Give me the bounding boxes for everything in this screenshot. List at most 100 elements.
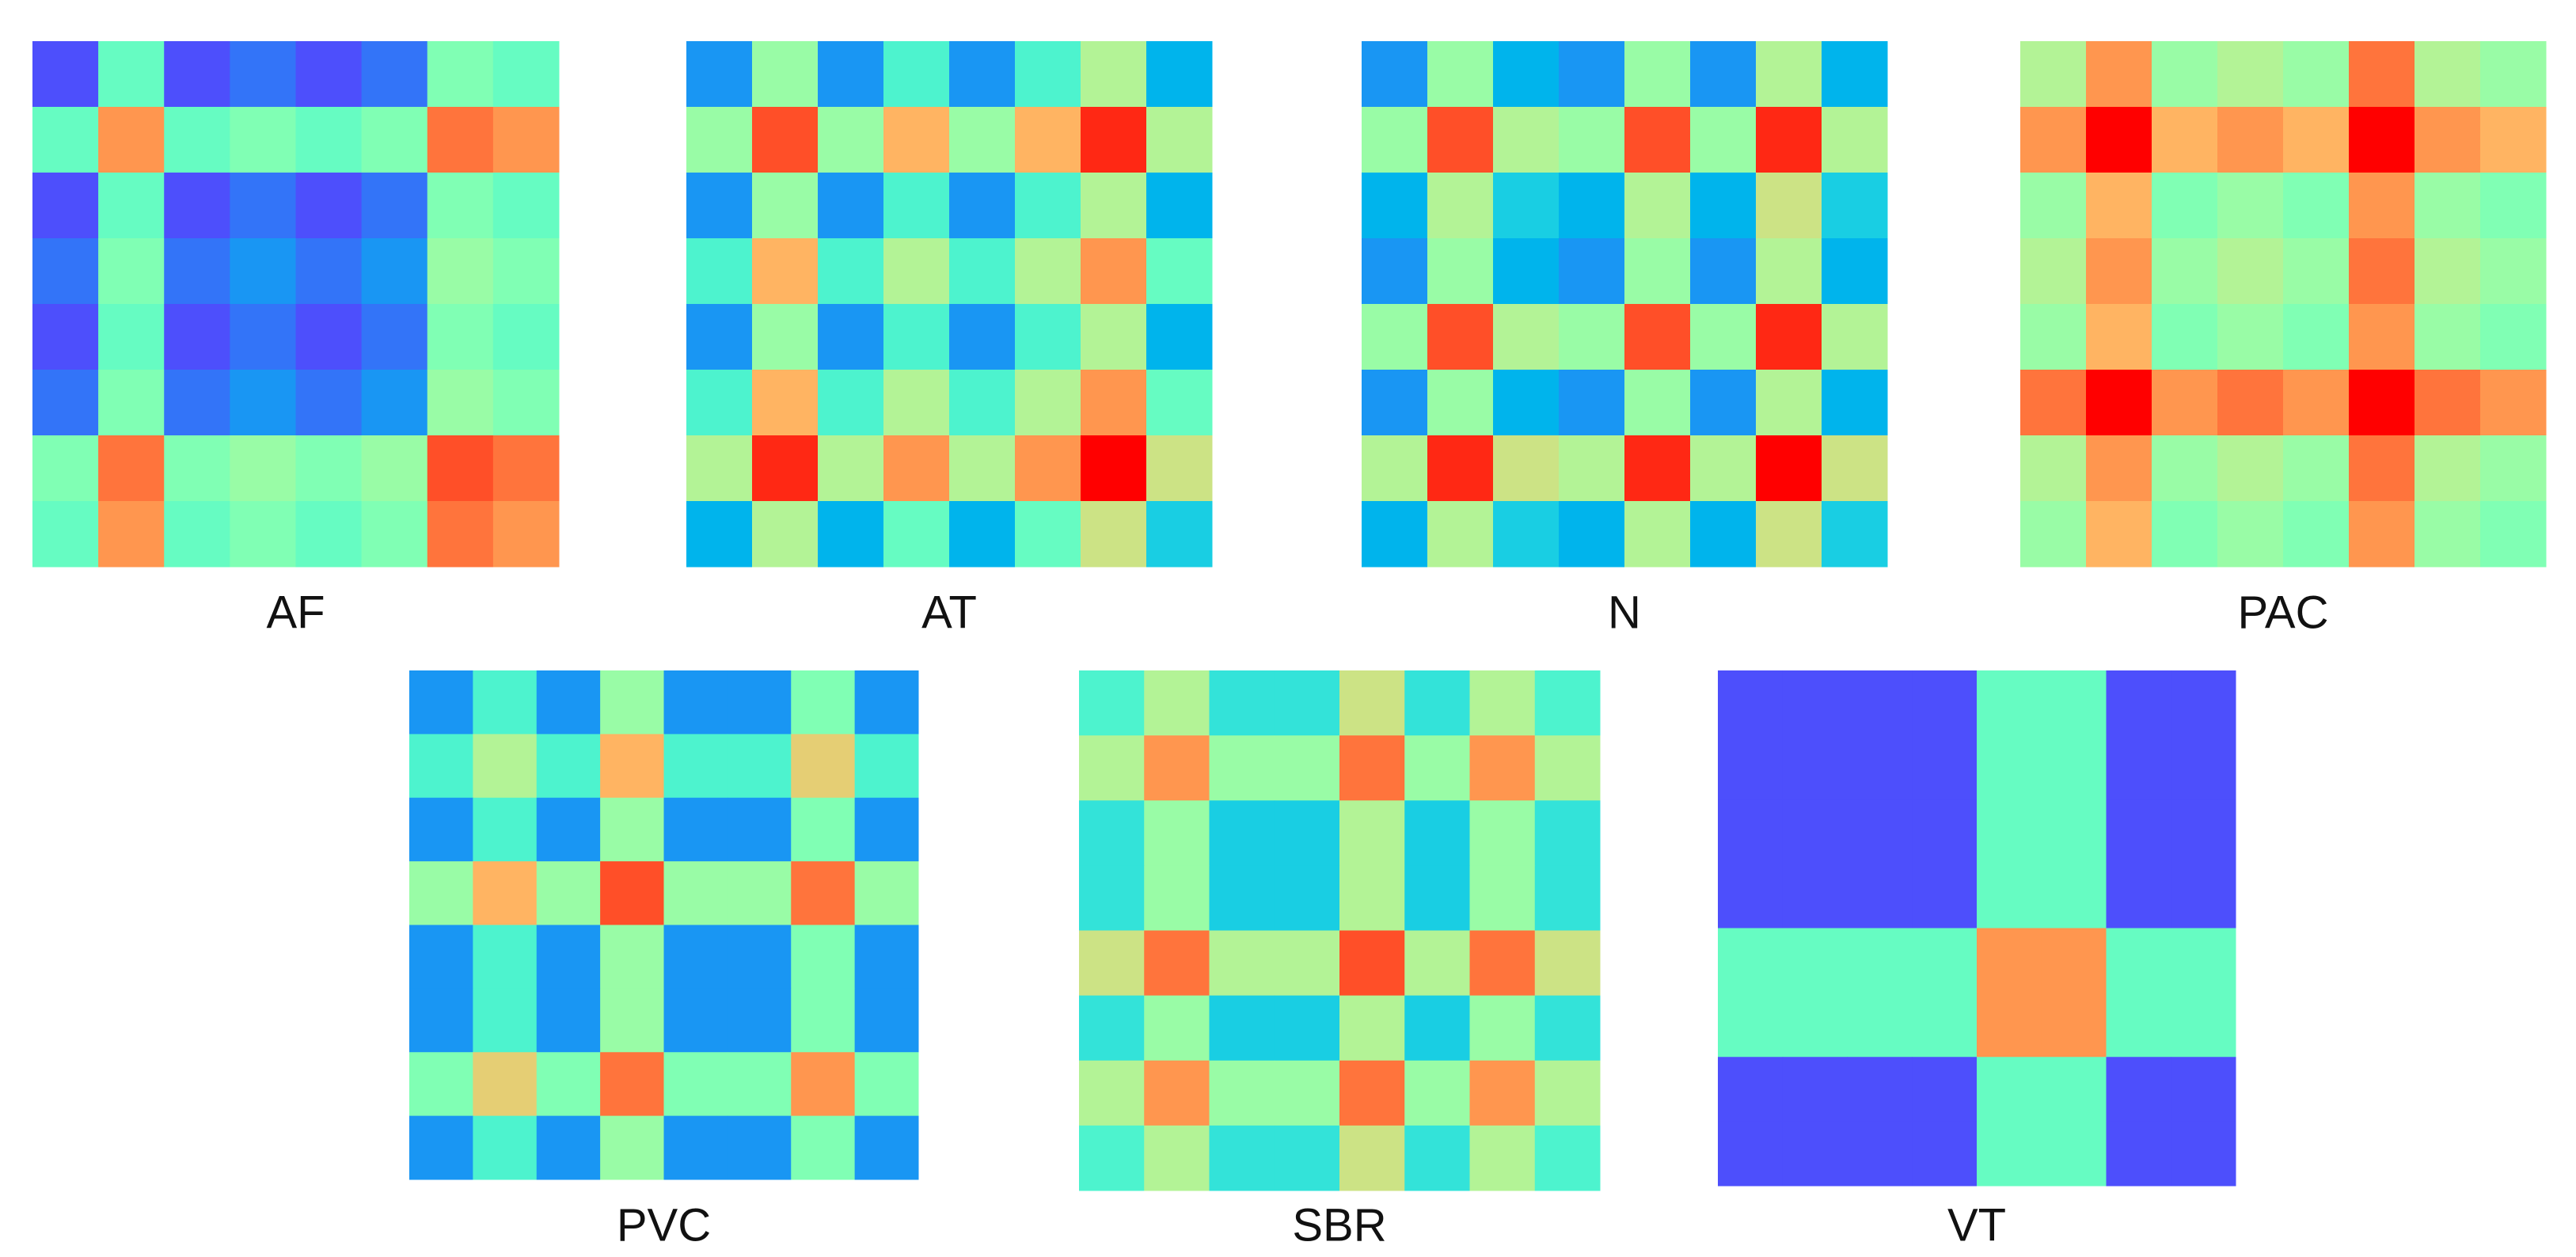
heatmap-cell xyxy=(1404,1060,1470,1126)
heatmap-cell xyxy=(2415,107,2481,173)
heatmap-cell xyxy=(663,797,728,862)
heatmap-cell xyxy=(2152,304,2218,370)
heatmap-cell xyxy=(1274,735,1340,801)
heatmap-cell xyxy=(164,238,230,305)
heatmap-cell xyxy=(1209,800,1275,866)
heatmap-cell xyxy=(1782,992,1848,1058)
heatmap-cell xyxy=(98,107,165,173)
heatmap-cell xyxy=(2020,435,2087,502)
heatmap-cell xyxy=(2152,173,2218,239)
heatmap-cell xyxy=(1756,107,1822,173)
heatmap-cell xyxy=(854,1115,919,1180)
heatmap-cell xyxy=(1015,173,1081,239)
heatmap-cell xyxy=(1559,107,1625,173)
heatmap-panel: PAC xyxy=(2020,41,2547,638)
heatmap-cell xyxy=(686,435,753,502)
heatmap-cell xyxy=(473,988,538,1053)
heatmap-cell xyxy=(1977,670,2042,735)
heatmap-cell xyxy=(536,670,601,735)
heatmap-cell xyxy=(883,107,950,173)
heatmap-cell xyxy=(1822,370,1888,436)
heatmap-cell xyxy=(854,1052,919,1117)
heatmap-cell xyxy=(164,435,230,502)
heatmap-cell xyxy=(752,304,819,370)
heatmap-cell xyxy=(32,435,99,502)
heatmap-cell xyxy=(98,173,165,239)
heatmap-cell xyxy=(536,734,601,799)
heatmap-cell xyxy=(492,501,560,568)
heatmap-cell xyxy=(752,41,819,108)
heatmap-cell xyxy=(2106,864,2171,929)
heatmap-cell xyxy=(1209,1060,1275,1126)
heatmap-cell xyxy=(686,107,753,173)
heatmap-cell xyxy=(1081,370,1147,436)
panel-label: AT xyxy=(921,587,977,638)
heatmap-cell xyxy=(1274,800,1340,866)
heatmap-cell xyxy=(2020,238,2087,305)
heatmap-cell xyxy=(1339,1060,1405,1126)
heatmap-cell xyxy=(2171,670,2236,735)
heatmap-cell xyxy=(2480,173,2547,239)
heatmap-cell xyxy=(2041,799,2107,864)
heatmap-cell xyxy=(2106,992,2171,1058)
heatmap-cell xyxy=(1493,501,1560,568)
heatmap-cell xyxy=(2415,370,2481,436)
heatmap-cell xyxy=(427,41,494,108)
heatmap-cell xyxy=(1209,995,1275,1061)
heatmap-cell xyxy=(1977,1121,2042,1187)
heatmap-cell xyxy=(473,1115,538,1180)
heatmap-cell xyxy=(663,988,728,1053)
heatmap-cell xyxy=(2171,799,2236,864)
heatmap-cell xyxy=(361,501,428,568)
heatmap-cell xyxy=(1274,995,1340,1061)
heatmap-cell xyxy=(1079,735,1145,801)
heatmap-cell xyxy=(2480,238,2547,305)
heatmap-cell xyxy=(1847,864,1913,929)
heatmap-cell xyxy=(1081,173,1147,239)
heatmap-cell xyxy=(818,173,884,239)
heatmap-cell xyxy=(1782,928,1848,993)
heatmap-cell xyxy=(295,238,363,305)
heatmap-cell xyxy=(1912,1057,1978,1122)
heatmap-cell xyxy=(1469,930,1536,997)
heatmap-cell xyxy=(949,107,1016,173)
heatmap-cell xyxy=(536,1052,601,1117)
heatmap-cell xyxy=(295,41,363,108)
heatmap-cell xyxy=(427,435,494,502)
heatmap-cell xyxy=(1977,799,2042,864)
heatmap-cell xyxy=(2480,41,2547,108)
heatmap-cell xyxy=(1977,735,2042,800)
heatmap-cell xyxy=(1404,995,1470,1061)
heatmap-cell xyxy=(98,501,165,568)
heatmap-cell xyxy=(2283,304,2350,370)
heatmap-cell xyxy=(1427,107,1494,173)
heatmap-cell xyxy=(752,107,819,173)
heatmap-cell xyxy=(883,173,950,239)
heatmap-cell xyxy=(663,734,728,799)
heatmap-cell xyxy=(1822,435,1888,502)
heatmap-cell xyxy=(1822,501,1888,568)
heatmap-cell xyxy=(295,107,363,173)
heatmap-cell xyxy=(2152,107,2218,173)
heatmap-cell xyxy=(1822,41,1888,108)
heatmap-cell xyxy=(361,304,428,370)
heatmap-cell xyxy=(409,797,473,862)
heatmap-cell xyxy=(164,370,230,436)
heatmap-cell xyxy=(1690,370,1757,436)
heatmap-cell xyxy=(2480,304,2547,370)
heatmap-cell xyxy=(1782,864,1848,929)
heatmap-cell xyxy=(2349,304,2415,370)
heatmap-cell xyxy=(791,670,856,735)
heatmap-cell xyxy=(1274,930,1340,997)
heatmap-cell xyxy=(1624,238,1691,305)
heatmap-cell xyxy=(473,797,538,862)
heatmap-cell xyxy=(32,41,99,108)
heatmap-cell xyxy=(1718,928,1784,993)
heatmap-cell xyxy=(1015,370,1081,436)
heatmap-cell xyxy=(752,435,819,502)
heatmap-cell xyxy=(2171,864,2236,929)
heatmap-cell xyxy=(1015,501,1081,568)
heatmap-cell xyxy=(727,797,792,862)
heatmap-cell xyxy=(2041,1121,2107,1187)
heatmap-cell xyxy=(1847,670,1913,735)
